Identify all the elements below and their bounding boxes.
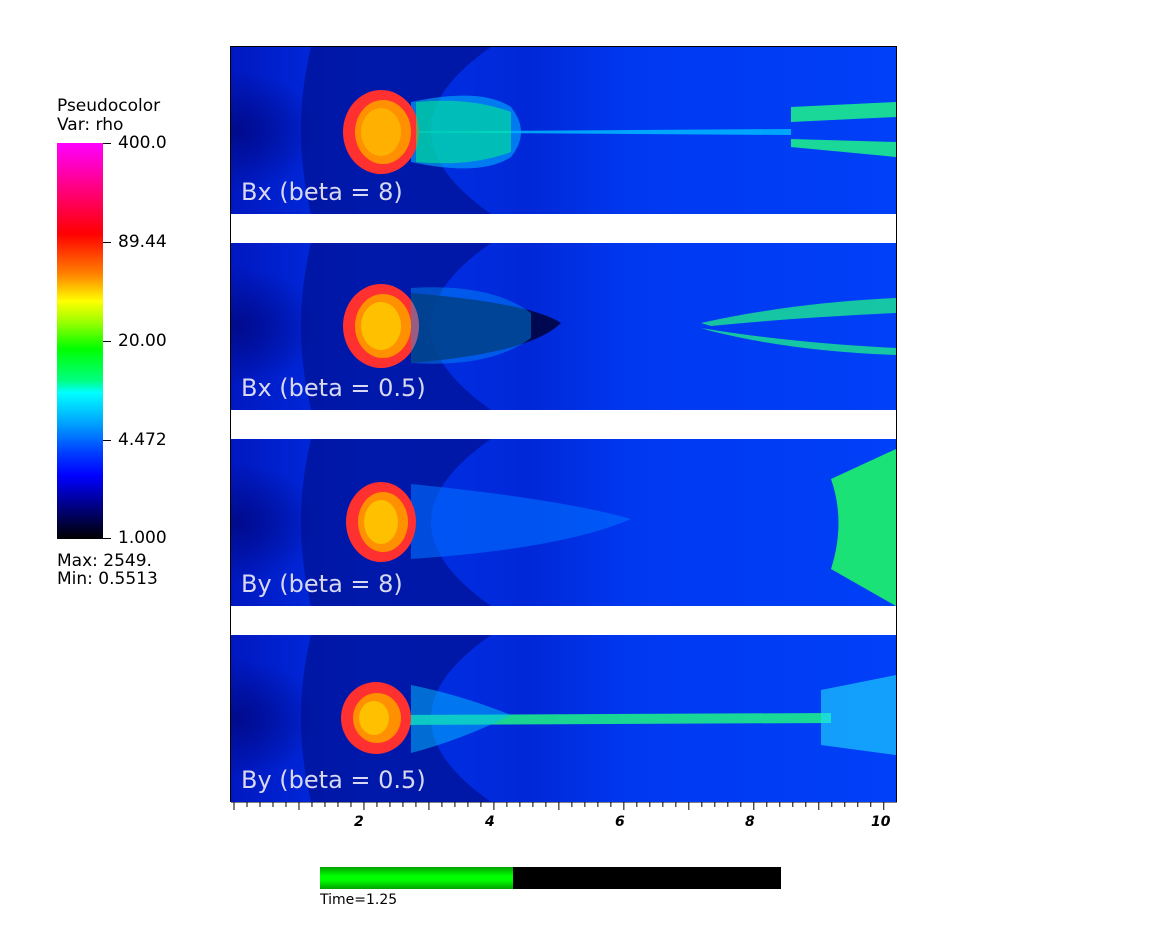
panel-label: By (beta = 8) [241,570,403,598]
legend-tick [103,242,111,243]
legend-title-line2: Var: rho [57,115,124,135]
axis-tick-label: 10 [871,814,891,830]
colorbar [57,143,103,539]
legend-title-line1: Pseudocolor [57,96,161,116]
panel-label: Bx (beta = 0.5) [241,374,426,402]
time-progress-fill [320,867,513,889]
simulation-panel-2: Bx (beta = 0.5) [231,243,896,410]
legend-max: Max: 2549. [57,551,152,571]
x-axis [231,802,897,810]
legend-tick [103,143,111,144]
axis-tick-label: 2 [354,814,364,830]
legend-tick [103,538,111,539]
legend-minmax: Max: 2549. Min: 0.5513 [57,552,158,588]
legend-tick [103,440,111,441]
time-progress-bar [320,867,781,889]
legend-label-4: 1.000 [118,528,167,548]
legend-label-1: 89.44 [118,232,167,252]
legend-tick [103,341,111,342]
simulation-panel-4: By (beta = 0.5) [231,635,896,802]
axis-tick-label: 6 [615,814,625,830]
panel-label: Bx (beta = 8) [241,178,403,206]
panel-label: By (beta = 0.5) [241,766,426,794]
simulation-panel-3: By (beta = 8) [231,439,896,606]
legend-label-2: 20.00 [118,331,167,351]
legend-min: Min: 0.5513 [57,569,158,589]
legend-label-3: 4.472 [118,430,167,450]
legend-label-0: 400.0 [118,133,167,153]
simulation-panel-1: Bx (beta = 8) [231,47,896,214]
axis-tick-label: 4 [485,814,495,830]
time-label: Time=1.25 [320,892,398,908]
axis-tick-label: 8 [745,814,755,830]
legend-title: Pseudocolor Var: rho [57,97,160,135]
